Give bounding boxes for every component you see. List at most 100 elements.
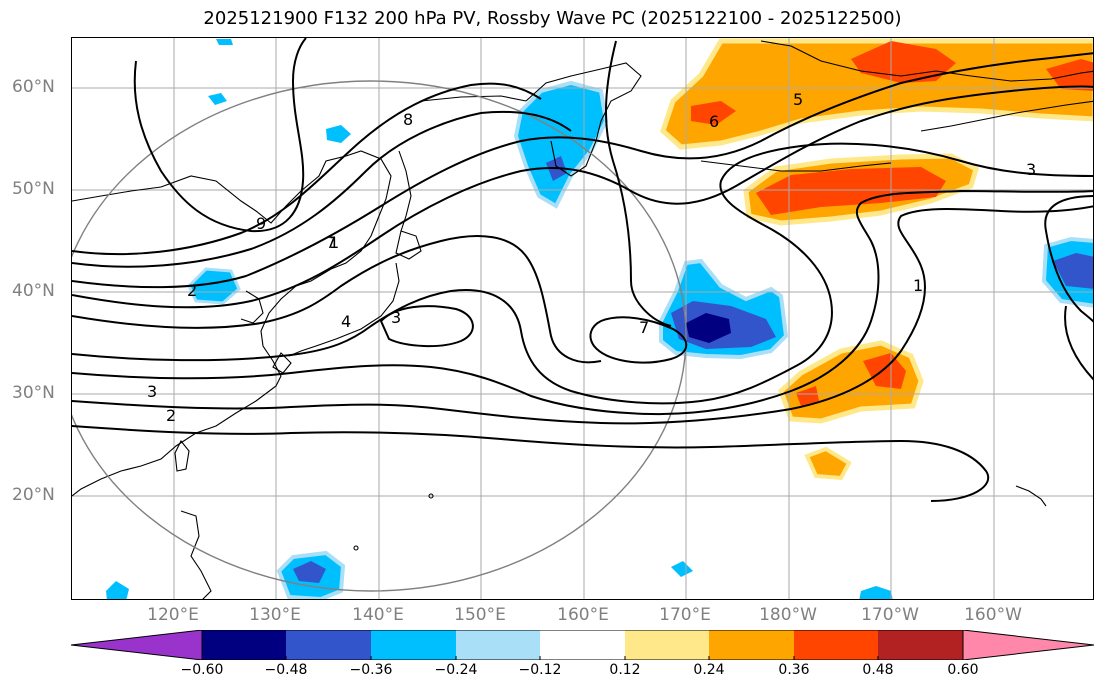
coast-taiwan	[174, 439, 190, 472]
contour-7-north	[72, 110, 572, 268]
contour-trough-west	[604, 40, 672, 327]
lon-label-120e: 120°E	[147, 605, 199, 625]
coast-alaska	[760, 40, 1093, 82]
colorbar-tick: 0.36	[778, 662, 810, 678]
colorbar-bin	[456, 630, 540, 660]
colorbar-bin	[540, 630, 625, 660]
lat-label-30n: 30°N	[12, 383, 55, 403]
colorbar	[70, 630, 1095, 660]
contour-0	[72, 425, 989, 502]
coast-okhotsk-north	[420, 95, 527, 102]
map-canvas: 9 8 7 6 5 4 3 3 2 1 1 7 2 3	[72, 38, 1093, 599]
positive-anomaly-shading	[660, 38, 1093, 481]
contour-central-low	[589, 316, 688, 364]
coast-luzon	[180, 510, 212, 599]
coast-hokkaido	[395, 230, 422, 260]
shade-small-blue-6	[859, 586, 893, 599]
contour-3-outer	[72, 142, 1093, 405]
contour-label: 3	[391, 308, 401, 327]
contour-6	[72, 52, 1093, 289]
contour-label: 6	[709, 112, 719, 131]
colorbar-tick: −0.12	[518, 662, 562, 678]
chart-title: 2025121900 F132 200 hPa PV, Rossby Wave …	[203, 8, 902, 29]
shade-north-pacific-red-3	[691, 101, 736, 125]
contour-label: 7	[326, 233, 336, 252]
contour-9	[133, 38, 307, 233]
gridlines	[72, 38, 1093, 599]
shade-small-orange	[804, 446, 852, 481]
lon-label-160e: 160°E	[557, 605, 609, 625]
coast-hawaii	[1015, 485, 1047, 507]
lon-label-180w: 180°W	[759, 605, 817, 625]
shade-central-pacific-core	[686, 313, 731, 343]
colorbar-tick: −0.24	[434, 662, 478, 678]
contour-label: 7	[639, 318, 649, 337]
contour-labels: 9 8 7 6 5 4 3 3 2 1 1 7 2 3	[147, 90, 1036, 425]
contour-8	[72, 82, 542, 256]
contour-label: 2	[187, 281, 197, 300]
colorbar-bin	[202, 630, 286, 660]
contour-label: 4	[341, 312, 351, 331]
shade-korea-blue	[187, 267, 241, 305]
coast-honshu	[288, 262, 400, 357]
colorbar-extend-low	[70, 630, 203, 660]
contour-label: 2	[166, 406, 176, 425]
contour-label: 5	[793, 90, 803, 109]
colorbar-bin	[371, 630, 456, 660]
contour-label: 3	[1026, 160, 1036, 179]
contour-east-ring	[1044, 195, 1093, 323]
lat-label-40n: 40°N	[12, 281, 55, 301]
colorbar-extend-high	[962, 630, 1095, 660]
contour-label: 3	[147, 382, 157, 401]
lon-label-170e: 170°E	[659, 605, 711, 625]
shade-philippine-mid	[293, 561, 326, 583]
shade-small-blue-4	[671, 561, 693, 577]
contour-1	[72, 205, 1093, 425]
lon-label-150e: 150°E	[454, 605, 506, 625]
colorbar-bin	[286, 630, 371, 660]
lat-label-50n: 50°N	[12, 179, 55, 199]
colorbar-tick: 0.24	[693, 662, 725, 678]
coast-alaska-peninsula	[920, 100, 1093, 132]
shade-subtropic-red-2	[796, 386, 819, 406]
shade-small-blue-3	[216, 39, 233, 45]
colorbar-bin	[878, 630, 963, 660]
colorbar-tick: 0.12	[609, 662, 641, 678]
colorbar-bin	[625, 630, 709, 660]
colorbar-bin	[794, 630, 878, 660]
contour-2	[72, 189, 1093, 416]
colorbar-bin	[709, 630, 794, 660]
shade-subtropic-red-1	[863, 353, 906, 389]
reference-circle	[72, 80, 687, 592]
colorbar-tick: −0.48	[264, 662, 308, 678]
lon-label-130e: 130°E	[249, 605, 301, 625]
contour-4	[72, 235, 602, 364]
lon-label-160w: 160°W	[964, 605, 1022, 625]
contour-3-inner	[379, 305, 474, 348]
negative-anomaly-shading	[106, 39, 1093, 599]
shade-small-blue-1	[326, 125, 351, 143]
colorbar-tick: 0.60	[947, 662, 979, 678]
map-panel: 9 8 7 6 5 4 3 3 2 1 1 7 2 3	[71, 37, 1094, 600]
lat-label-60n: 60°N	[12, 77, 55, 97]
shade-aleutian-red	[756, 167, 946, 215]
shade-small-blue-2	[208, 93, 227, 105]
coast-korea	[240, 290, 264, 324]
colorbar-tick: −0.60	[180, 662, 224, 678]
coast-kamchatka	[525, 62, 642, 177]
colorbar-tick: −0.36	[349, 662, 393, 678]
shade-east-mid	[1053, 253, 1093, 289]
lat-label-20n: 20°N	[12, 485, 55, 505]
contour-label: 1	[913, 276, 923, 295]
pv-contours	[72, 38, 1093, 502]
contour-label: 9	[256, 214, 266, 233]
contour-label: 1	[329, 233, 339, 252]
colorbar-tick: 0.48	[862, 662, 894, 678]
contour-east-lower	[1064, 305, 1093, 381]
shade-small-blue-5	[106, 581, 129, 599]
contour-label: 8	[403, 110, 413, 129]
contour-5	[72, 85, 1093, 309]
lon-label-140e: 140°E	[352, 605, 404, 625]
lon-label-170w: 170°W	[861, 605, 919, 625]
shade-okhotsk-blue	[513, 80, 609, 209]
